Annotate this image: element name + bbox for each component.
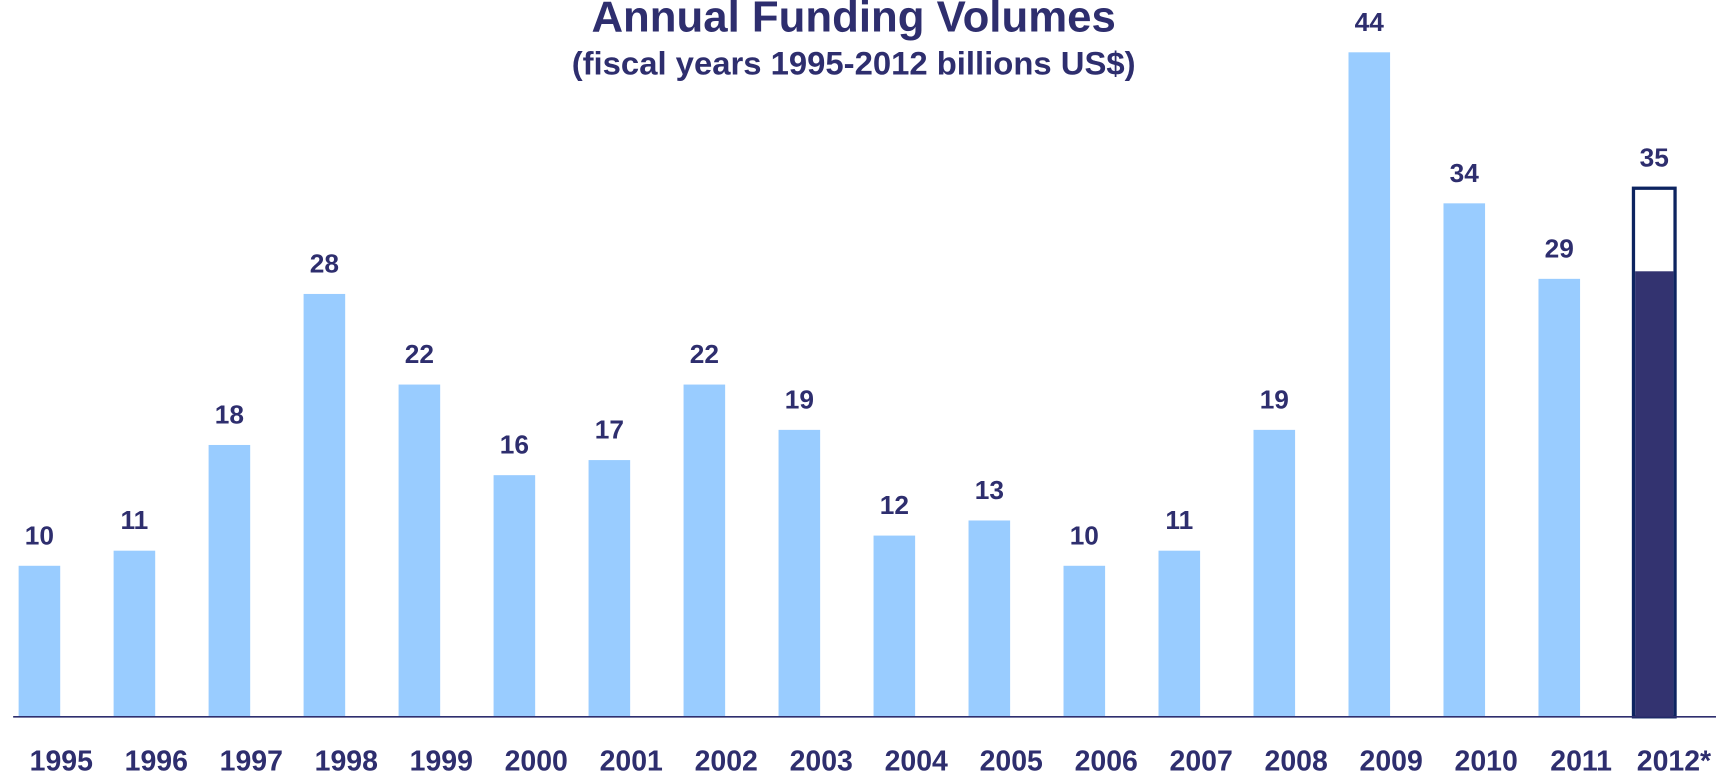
- bar: [873, 535, 916, 717]
- bar: [398, 384, 441, 717]
- x-tick-label: 1995: [30, 745, 93, 777]
- x-tick-label: 2012*: [1637, 745, 1712, 777]
- bar: [18, 565, 61, 717]
- data-label: 12: [880, 490, 909, 520]
- data-label: 16: [500, 430, 529, 460]
- bar: [1063, 565, 1106, 717]
- x-tick-label: 2003: [790, 745, 853, 777]
- x-tick-label: 2002: [695, 745, 758, 777]
- bar: [683, 384, 726, 717]
- data-label: 10: [25, 520, 54, 550]
- chart-subtitle: (fiscal years 1995-2012 billions US$): [572, 44, 1136, 81]
- data-label: 44: [1355, 7, 1385, 37]
- x-tick-label: 2007: [1170, 745, 1233, 777]
- data-label: 17: [595, 415, 624, 445]
- x-tick-label: 2008: [1265, 745, 1328, 777]
- x-tick-label: 2010: [1455, 745, 1518, 777]
- bar: [113, 550, 156, 717]
- bar-fill: [1635, 271, 1674, 717]
- data-label: 22: [405, 339, 434, 369]
- bar: [1443, 203, 1486, 717]
- x-tick-label: 2009: [1360, 745, 1423, 777]
- bar: [968, 520, 1011, 717]
- data-label: 22: [690, 339, 719, 369]
- x-tick-label: 2011: [1550, 745, 1612, 777]
- bar: [1538, 278, 1581, 717]
- bar: [588, 460, 631, 717]
- data-label: 19: [1260, 384, 1289, 414]
- data-label: 28: [310, 248, 339, 278]
- data-label: 10: [1070, 520, 1099, 550]
- bar: [1158, 550, 1201, 717]
- x-tick-label: 1998: [315, 745, 378, 777]
- bar: [493, 475, 536, 717]
- x-tick-label: 2005: [980, 745, 1043, 777]
- data-label: 13: [975, 475, 1004, 505]
- x-tick-label: 1996: [125, 745, 188, 777]
- data-label: 11: [1165, 505, 1193, 535]
- data-label: 34: [1450, 158, 1480, 188]
- bar: [778, 429, 821, 717]
- bar: [1348, 52, 1391, 717]
- x-tick-label: 2004: [885, 745, 948, 777]
- x-tick-label: 2001: [600, 745, 663, 777]
- bar: [208, 444, 251, 717]
- x-tick-label: 1999: [410, 745, 473, 777]
- x-tick-label: 2000: [505, 745, 568, 777]
- data-label: 18: [215, 399, 244, 429]
- x-tick-label: 1997: [220, 745, 283, 777]
- data-label: 11: [121, 505, 149, 535]
- bar: [1253, 429, 1296, 717]
- chart-title: Annual Funding Volumes: [591, 0, 1115, 41]
- x-tick-label: 2006: [1075, 745, 1138, 777]
- bar: [303, 293, 346, 717]
- data-label: 29: [1545, 233, 1574, 263]
- data-label: 35: [1640, 143, 1669, 173]
- data-label: 19: [785, 384, 814, 414]
